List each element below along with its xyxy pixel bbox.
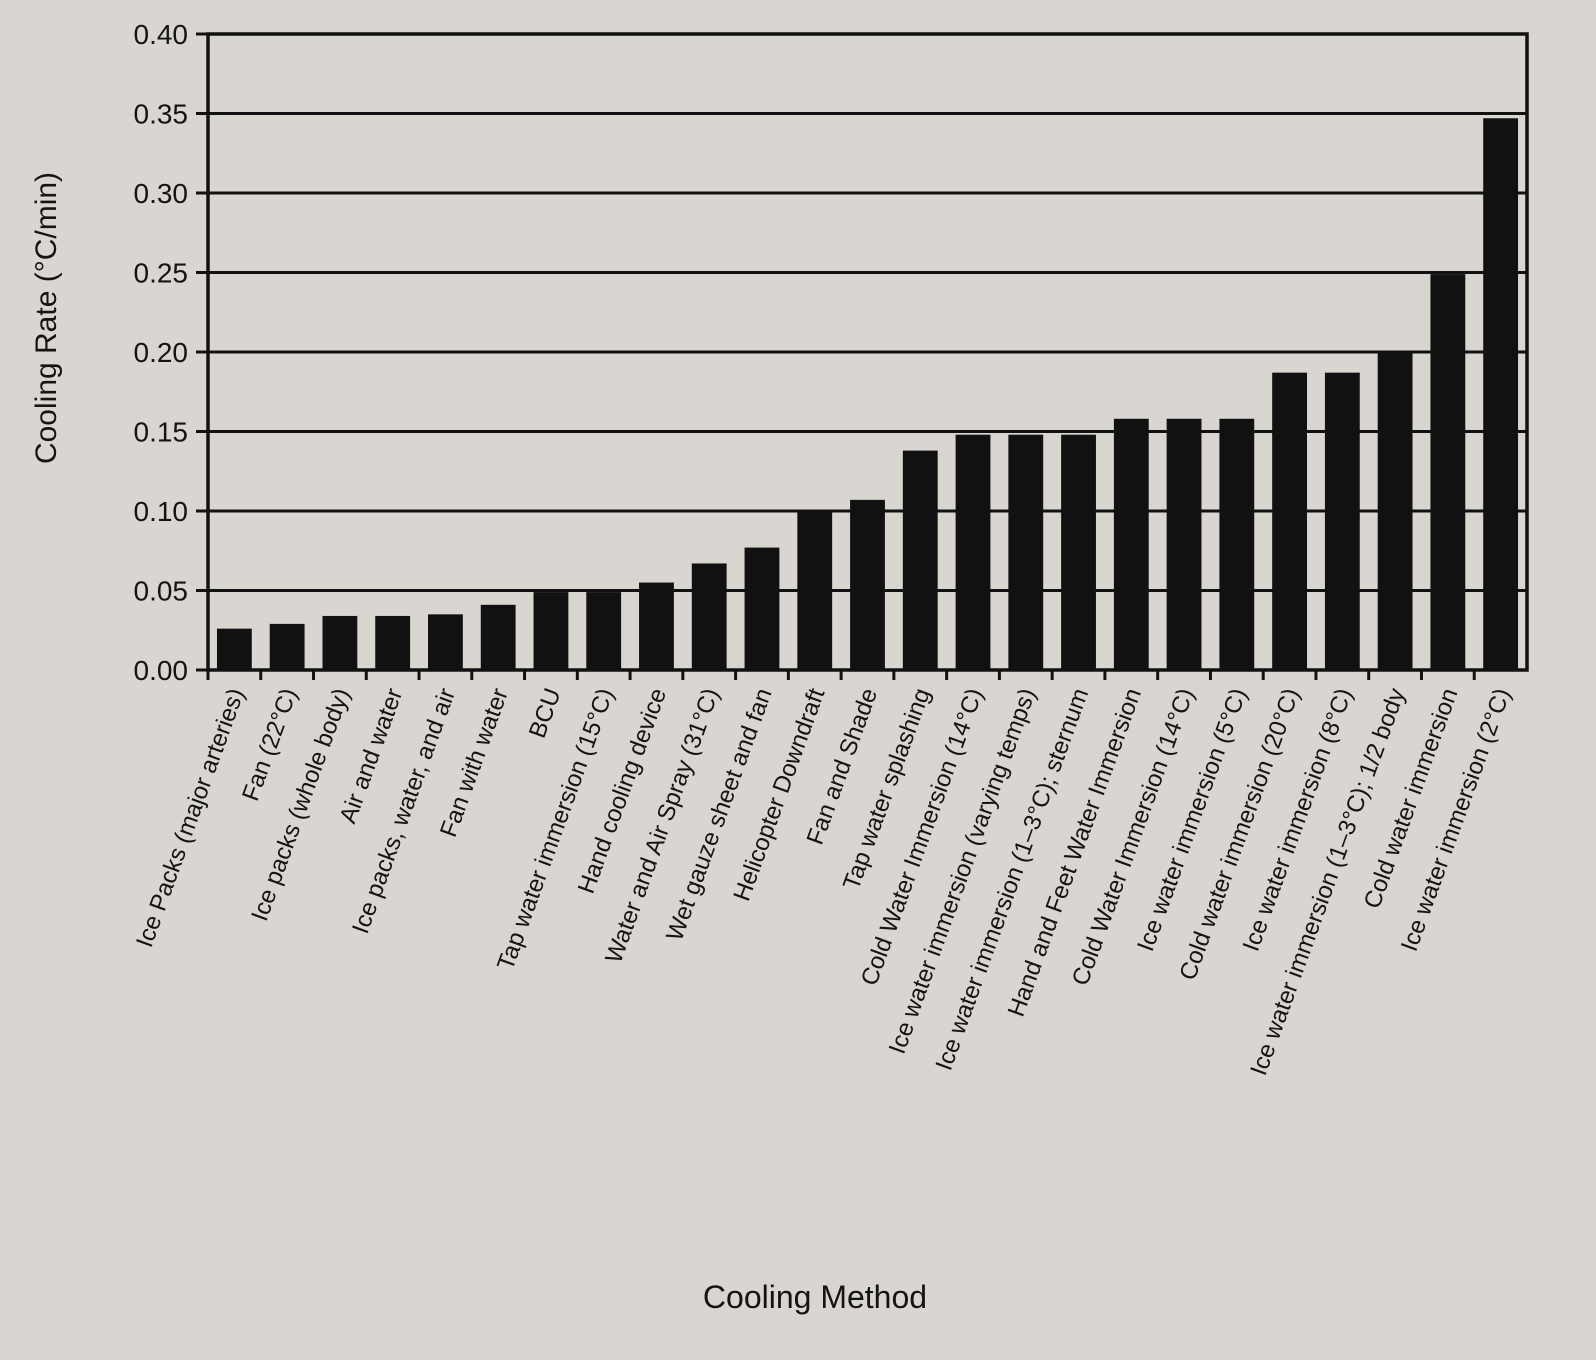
bar xyxy=(797,511,833,670)
bar xyxy=(1008,434,1044,670)
bar xyxy=(480,604,516,670)
y-tick-label: 0.15 xyxy=(134,417,189,448)
bar xyxy=(586,592,622,670)
x-tick-labels: Ice Packs (major arteries)Fan (22°C)Ice … xyxy=(131,685,1516,1080)
bar xyxy=(955,434,991,670)
bar xyxy=(1061,434,1096,670)
y-tick-labels: 0.00 0.05 0.10 0.15 0.20 0.25 0.30 0.35 0.40 xyxy=(134,19,189,686)
y-tick-label: 0.05 xyxy=(134,576,189,607)
x-axis-label: Cooling Method xyxy=(703,1279,927,1315)
bar xyxy=(1377,352,1413,670)
bar xyxy=(322,615,358,670)
bar xyxy=(1272,372,1307,670)
bar xyxy=(1166,418,1202,670)
bar xyxy=(428,614,463,670)
bar xyxy=(639,582,674,670)
bar xyxy=(1219,418,1255,670)
bar xyxy=(533,592,569,670)
bar xyxy=(744,547,780,670)
y-tick-label: 0.35 xyxy=(134,99,189,130)
bar xyxy=(850,499,885,670)
bar xyxy=(902,450,938,670)
y-tick-label: 0.40 xyxy=(134,19,189,50)
x-tick-label: BCU xyxy=(524,685,567,742)
bar xyxy=(691,563,727,670)
x-tick-label: Ice Packs (major arteries) xyxy=(131,685,250,951)
bar xyxy=(1324,372,1360,670)
gridlines xyxy=(208,32,1527,592)
axes xyxy=(196,32,1529,680)
bar xyxy=(1430,274,1466,670)
bar xyxy=(375,615,411,670)
y-tick-label: 0.30 xyxy=(134,178,189,209)
y-tick-label: 0.20 xyxy=(134,337,189,368)
bar xyxy=(216,628,252,670)
bar xyxy=(269,623,305,670)
bars xyxy=(216,118,1519,670)
bar xyxy=(1483,118,1519,670)
y-tick-label: 0.25 xyxy=(134,258,189,289)
y-tick-label: 0.00 xyxy=(134,655,189,686)
y-axis-label: Cooling Rate (°C/min) xyxy=(30,172,63,464)
y-tick-label: 0.10 xyxy=(134,496,189,527)
plot-frame xyxy=(206,32,1529,672)
bar xyxy=(1113,418,1149,670)
